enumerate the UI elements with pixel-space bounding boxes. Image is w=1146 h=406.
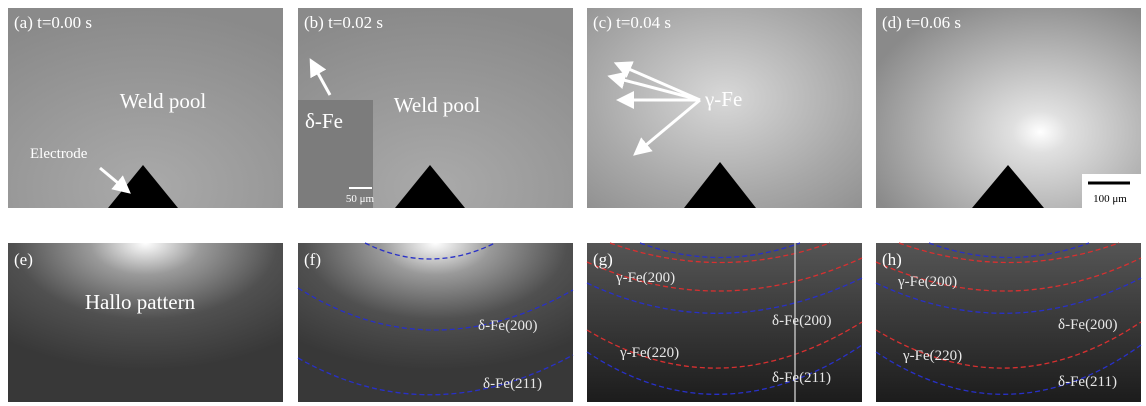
figure: (a) t=0.00 s Weld pool Electrode (b) t=0…: [0, 0, 1146, 406]
scale-label: 100 μm: [1093, 193, 1127, 205]
panel-label: (h): [882, 250, 902, 269]
panel-label: (c) t=0.04 s: [593, 13, 671, 32]
ring-label: δ-Fe(211): [772, 370, 831, 386]
ring-label: δ-Fe(200): [1058, 317, 1118, 333]
annotation: Weld pool: [394, 93, 481, 117]
ring-label: δ-Fe(200): [478, 318, 538, 334]
panel-label: (f): [304, 250, 321, 269]
panel-label: (b) t=0.02 s: [304, 13, 383, 32]
ring-label: γ-Fe(220): [902, 348, 962, 364]
panel-label: (d) t=0.06 s: [882, 13, 961, 32]
annotation: δ-Fe: [305, 109, 343, 133]
ring-label: δ-Fe(200): [772, 313, 832, 329]
annotation: γ-Fe: [704, 87, 742, 111]
panel-label: (g): [593, 250, 613, 269]
ring-label: γ-Fe(220): [619, 345, 679, 361]
ring-label: δ-Fe(211): [483, 376, 542, 392]
annotation: Weld pool: [120, 89, 207, 113]
panel-label: (e): [14, 250, 33, 269]
ring-label: δ-Fe(211): [1058, 374, 1117, 390]
panel-image: [8, 243, 283, 402]
annotation: Electrode: [30, 146, 88, 162]
page: (a) t=0.00 s Weld pool Electrode (b) t=0…: [0, 0, 1146, 406]
panel-label: (a) t=0.00 s: [14, 13, 92, 32]
annotation: Hallo pattern: [85, 290, 196, 314]
ring-label: γ-Fe(200): [615, 270, 675, 286]
scale-label: 50 μm: [346, 193, 375, 205]
ring-label: γ-Fe(200): [897, 274, 957, 290]
